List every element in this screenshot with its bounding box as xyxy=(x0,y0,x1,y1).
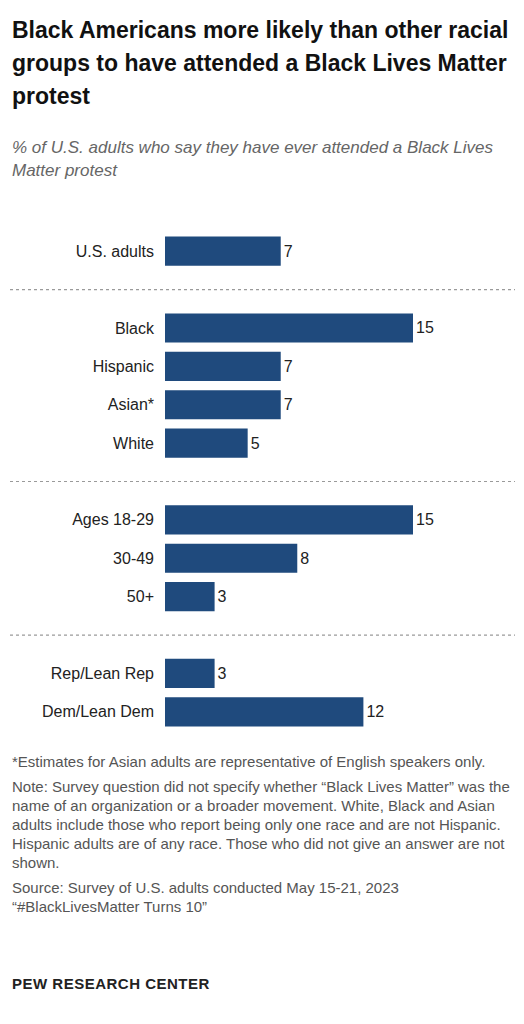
html-text:Source: Survey of U.S. adults: Source: Survey of U.S. adults conducted … xyxy=(12,879,399,896)
svg-text:50+: 50+ xyxy=(127,588,154,605)
svg-text:3: 3 xyxy=(218,588,227,605)
html-text:PEW RESEARCH CENTER: PEW RESEARCH CENTER xyxy=(12,975,210,992)
svg-text:7: 7 xyxy=(284,358,293,375)
svg-text:12: 12 xyxy=(366,703,384,720)
html-text:*Estimates for Asian adults ar: *Estimates for Asian adults are represen… xyxy=(12,753,486,770)
svg-text:Hispanic: Hispanic xyxy=(93,358,154,375)
svg-text:15: 15 xyxy=(416,319,434,336)
svg-text:Dem/Lean Dem: Dem/Lean Dem xyxy=(42,703,154,720)
svg-text:White: White xyxy=(113,435,154,452)
html-text:Black Americans more likely th: Black Americans more likely than other r… xyxy=(12,17,509,109)
svg-text:Ages 18-29: Ages 18-29 xyxy=(72,511,154,528)
svg-text:U.S. adults: U.S. adults xyxy=(76,243,154,260)
svg-text:3: 3 xyxy=(218,665,227,682)
html-text:% of U.S. adults who say they: % of U.S. adults who say they have ever … xyxy=(12,138,493,180)
svg-text:Asian*: Asian* xyxy=(108,396,154,413)
svg-text:7: 7 xyxy=(284,396,293,413)
html-text:“#BlackLivesMatter Turns 10”: “#BlackLivesMatter Turns 10” xyxy=(12,898,208,915)
html-text:Note: Survey question did not: Note: Survey question did not specify wh… xyxy=(12,778,510,871)
svg-text:15: 15 xyxy=(416,511,434,528)
svg-text:8: 8 xyxy=(300,550,309,567)
svg-text:Rep/Lean Rep: Rep/Lean Rep xyxy=(51,665,154,682)
svg-text:Black: Black xyxy=(115,320,155,337)
svg-text:30-49: 30-49 xyxy=(113,550,154,567)
svg-text:5: 5 xyxy=(251,435,260,452)
svg-text:7: 7 xyxy=(284,243,293,260)
